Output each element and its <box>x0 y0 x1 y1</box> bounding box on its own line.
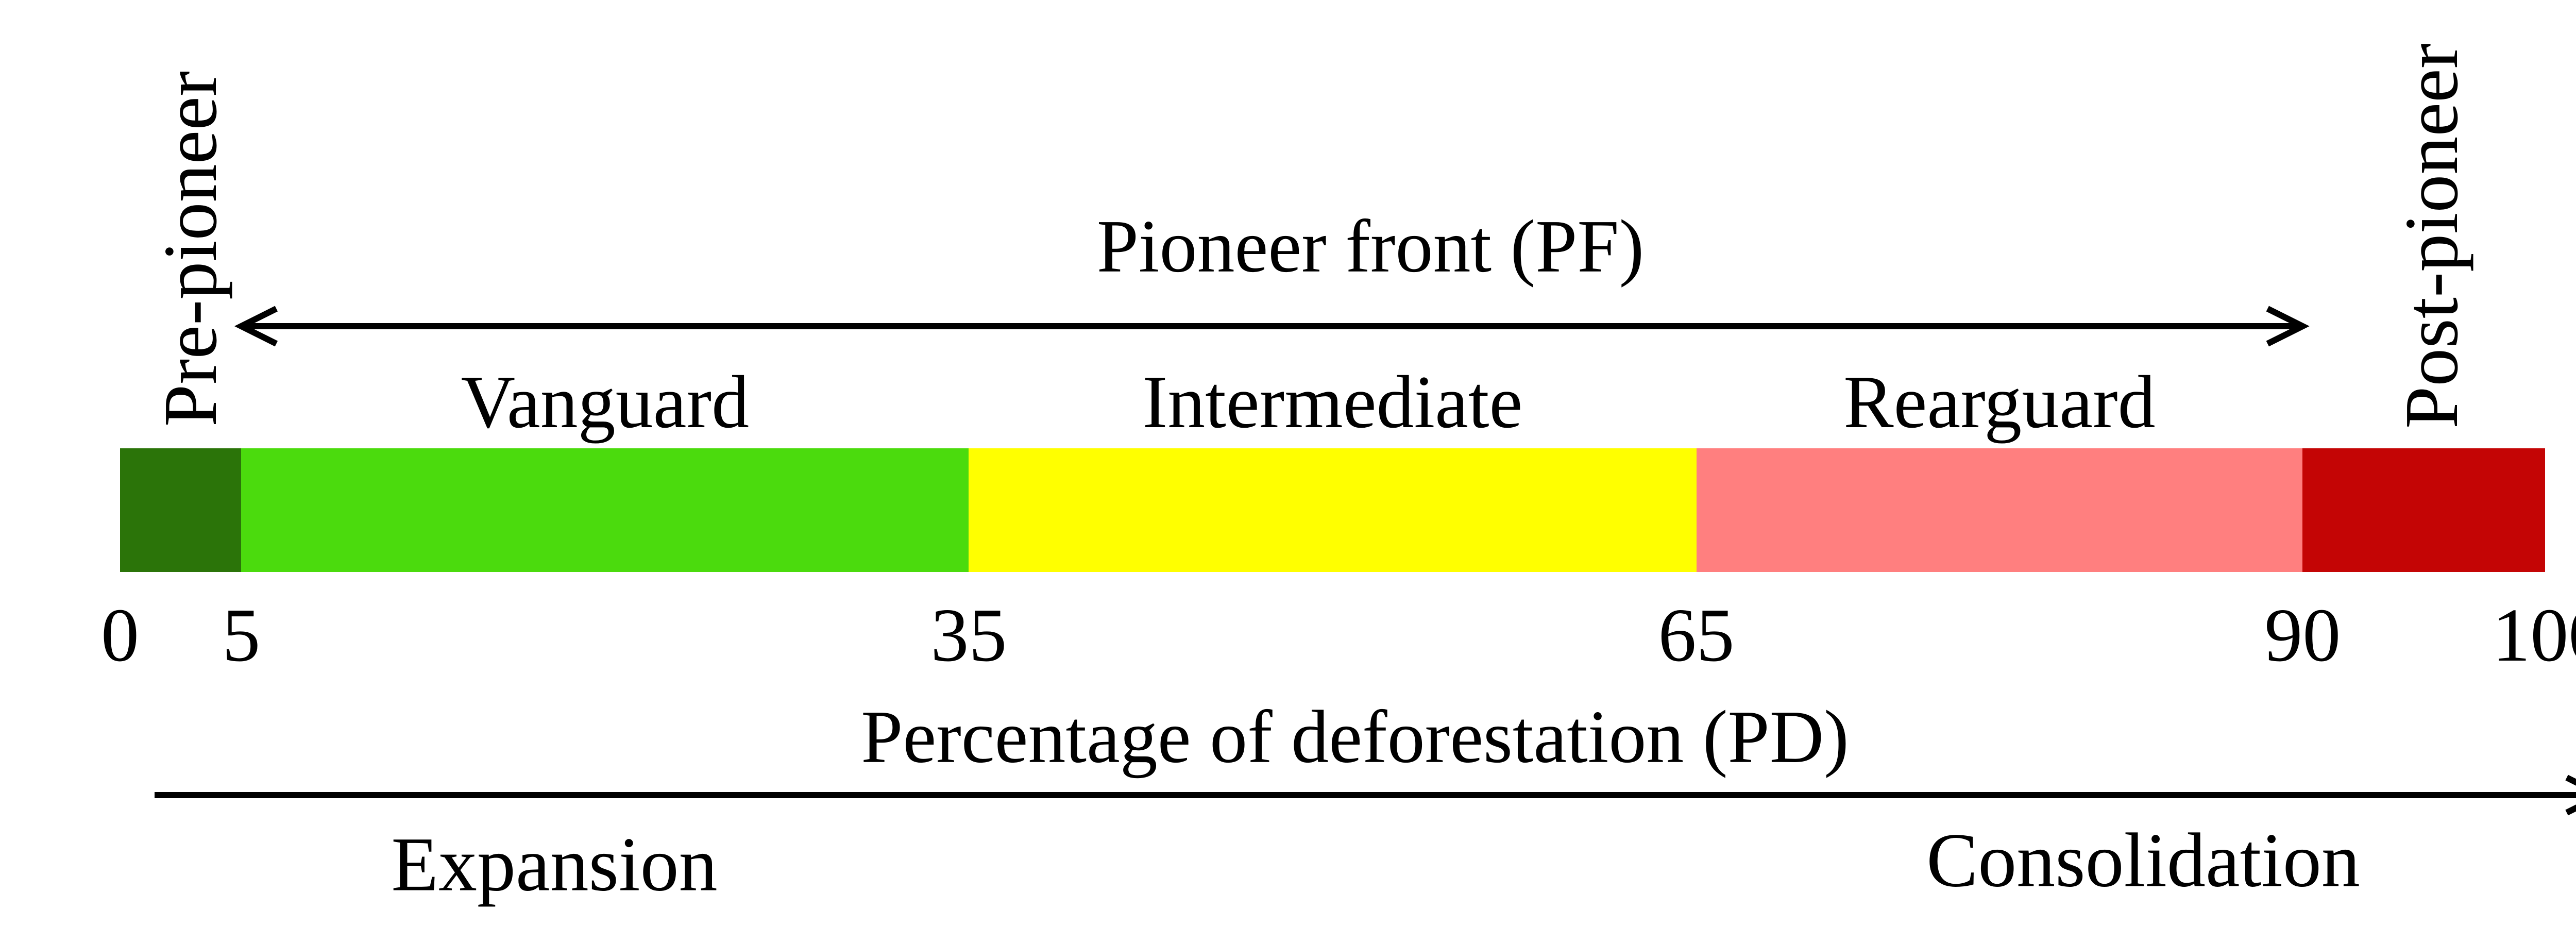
zone-label-rearguard: Rearguard <box>1843 360 2156 444</box>
zone-label-intermediate: Intermediate <box>1142 360 1523 444</box>
tick-65: 65 <box>1658 593 1735 678</box>
bar-segment-vanguard <box>241 448 969 572</box>
tick-5: 5 <box>222 593 261 678</box>
x-axis-label: Percentage of deforestation (PD) <box>861 695 1849 779</box>
pd-axis-arrow <box>155 774 2576 816</box>
consolidation-label: Consolidation <box>1926 817 2360 903</box>
tick-35: 35 <box>930 593 1007 678</box>
tick-90: 90 <box>2264 593 2341 678</box>
bar-segment-pre-pioneer <box>120 448 242 572</box>
deforestation-scale-bar <box>120 448 2545 572</box>
expansion-label: Expansion <box>391 821 718 907</box>
bar-segment-post-pioneer <box>2302 448 2545 572</box>
bar-segment-intermediate <box>969 448 1697 572</box>
pioneer-front-title: Pioneer front (PF) <box>1096 204 1645 288</box>
bar-segment-rearguard <box>1696 448 2303 572</box>
tick-100pct: 100% <box>2492 593 2576 678</box>
zone-label-vanguard: Vanguard <box>461 360 750 444</box>
pioneer-front-arrow <box>234 306 2310 347</box>
tick-0: 0 <box>101 593 139 678</box>
